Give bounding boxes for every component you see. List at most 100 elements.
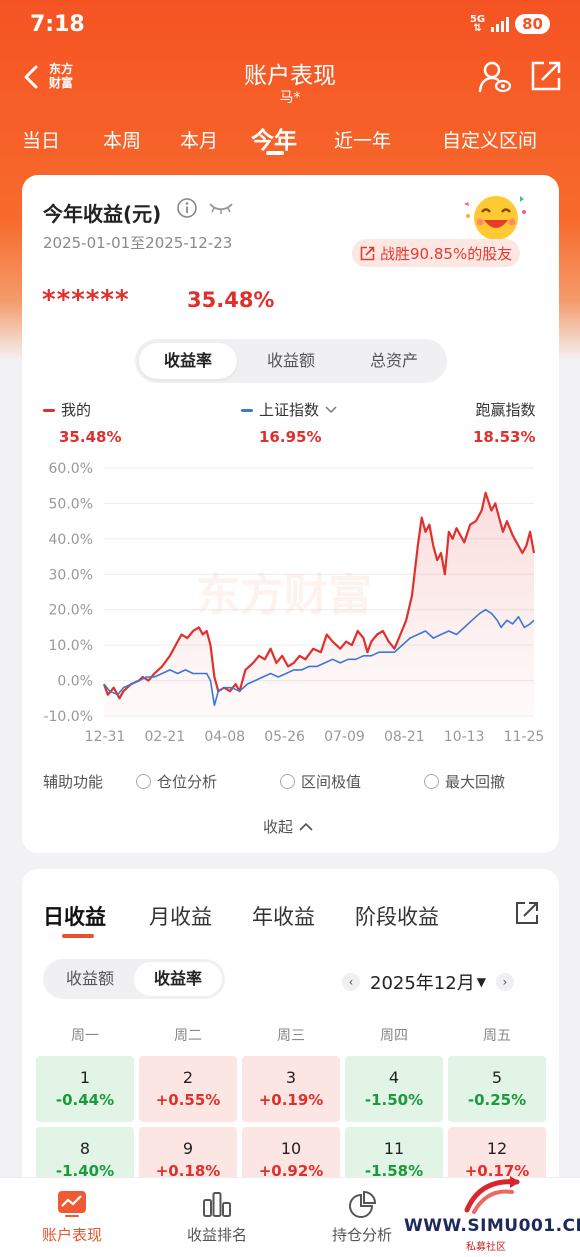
watermark-subtext: 私募社区 xyxy=(466,1242,506,1253)
period-tabs: 当日 本周 本月 今年 近一年 自定义区间 xyxy=(0,118,580,162)
signal-icon xyxy=(491,16,510,32)
day-return-value: +0.19% xyxy=(258,1091,324,1109)
beat-peers-text: 战胜90.85%的股友 xyxy=(380,244,513,263)
calendar-day-cell[interactable]: 1 -0.44% xyxy=(36,1056,134,1122)
tab-monthly-return[interactable]: 月收益 xyxy=(149,905,212,929)
x-tick-label: 07-09 xyxy=(324,729,365,745)
returns-tab-indicator xyxy=(62,934,94,938)
day-number: 11 xyxy=(383,1139,405,1158)
legend-mine-value: 35.48% xyxy=(59,428,122,446)
x-tick-label: 08-21 xyxy=(384,729,425,745)
share-icon[interactable] xyxy=(530,60,562,92)
option-range-extremes[interactable]: 区间极值 xyxy=(280,771,361,792)
nav-holdings-analysis[interactable]: 持仓分析 xyxy=(307,1190,417,1245)
option-position-analysis[interactable]: 仓位分析 xyxy=(136,771,217,792)
x-tick-label: 05-26 xyxy=(264,729,305,745)
calendar-day-cell[interactable]: 5 -0.25% xyxy=(448,1056,546,1122)
legend-outperform-value: 18.53% xyxy=(473,428,536,446)
weekday-wed: 周三 xyxy=(277,1028,305,1044)
status-icons: 5G ⇅ 80 xyxy=(470,14,550,34)
beat-peers-badge[interactable]: 战胜90.85%的股友 xyxy=(352,239,521,267)
x-tick-label: 02-21 xyxy=(145,729,186,745)
external-link-icon xyxy=(360,246,375,260)
y-tick-label: 10.0% xyxy=(49,638,93,654)
day-number: 1 xyxy=(79,1068,91,1087)
radio-icon xyxy=(136,774,151,789)
legend-index-label: 上证指数 xyxy=(259,401,320,419)
x-tick-label: 11-25 xyxy=(504,729,545,745)
legend-outperform-label: 跑赢指数 xyxy=(475,401,536,419)
tab-today[interactable]: 当日 xyxy=(22,130,61,152)
current-month[interactable]: 2025年12月 xyxy=(370,973,475,994)
option-max-drawdown[interactable]: 最大回撤 xyxy=(424,771,505,792)
day-return-value: -1.58% xyxy=(364,1162,424,1180)
x-tick-label: 04-08 xyxy=(204,729,245,745)
returns-metric-toggle: 收益额 收益率 xyxy=(43,959,225,999)
back-arrow-icon[interactable] xyxy=(18,62,48,92)
toggle-return-rate[interactable]: 收益率 xyxy=(139,343,237,379)
tab-this-month[interactable]: 本月 xyxy=(180,130,219,152)
share-icon[interactable] xyxy=(514,900,540,926)
y-tick-label: 20.0% xyxy=(49,603,93,619)
toggle-amount[interactable]: 收益额 xyxy=(65,969,114,988)
radio-icon xyxy=(280,774,295,789)
next-month-icon[interactable]: › xyxy=(495,973,514,991)
dropdown-caret-icon[interactable]: ▼ xyxy=(476,975,486,989)
chart-series xyxy=(102,491,536,716)
nav-return-ranking[interactable]: 收益排名 xyxy=(162,1190,272,1245)
page-title: 账户表现 xyxy=(244,63,336,89)
legend-index-swatch xyxy=(241,409,253,412)
y-tick-label: 40.0% xyxy=(49,532,93,548)
pie-chart-icon xyxy=(349,1190,377,1218)
y-tick-label: -10.0% xyxy=(43,709,93,725)
user-view-icon[interactable] xyxy=(478,60,512,94)
hide-amount-icon[interactable] xyxy=(208,199,234,217)
tab-this-year[interactable]: 今年 xyxy=(251,128,297,154)
legend-mine-swatch xyxy=(43,409,55,412)
metric-toggle: 收益率 收益额 总资产 xyxy=(135,339,447,383)
status-time: 7:18 xyxy=(30,12,85,37)
year-return-card: 今年收益(元) 2025-01-01至2025-12-23 战胜90.85%的股… xyxy=(22,175,559,853)
tab-stage-return[interactable]: 阶段收益 xyxy=(355,905,439,929)
tab-yearly-return[interactable]: 年收益 xyxy=(252,905,315,929)
weekday-tue: 周二 xyxy=(174,1028,202,1044)
day-number: 12 xyxy=(486,1139,508,1158)
y-tick-label: 30.0% xyxy=(49,567,93,583)
x-tick-label: 12-31 xyxy=(85,729,126,745)
chart-watermark: 东方财富 xyxy=(196,570,372,621)
tab-this-week[interactable]: 本周 xyxy=(103,130,142,152)
day-return-value: -0.25% xyxy=(467,1091,527,1109)
chevron-down-icon xyxy=(325,406,337,414)
toggle-return-amount[interactable]: 收益额 xyxy=(266,351,315,370)
day-return-value: +0.55% xyxy=(155,1091,221,1109)
day-number: 2 xyxy=(182,1068,194,1087)
legend-mine-label: 我的 xyxy=(61,401,92,419)
aux-functions: 辅助功能 仓位分析 区间极值 最大回撤 xyxy=(43,771,543,792)
prev-month-icon[interactable]: ‹ xyxy=(342,973,360,991)
year-return-pct: 35.48% xyxy=(187,288,275,312)
calendar-day-cell[interactable]: 4 -1.50% xyxy=(345,1056,443,1122)
app-logo: 东方财富 xyxy=(49,62,74,90)
day-return-value: -1.50% xyxy=(364,1091,424,1109)
nav-account-performance[interactable]: 账户表现 xyxy=(17,1190,127,1245)
collapse-button[interactable]: 收起 xyxy=(263,816,314,837)
tab-last-year[interactable]: 近一年 xyxy=(334,130,392,152)
tab-daily-return[interactable]: 日收益 xyxy=(43,905,106,929)
calendar-day-cell[interactable]: 3 +0.19% xyxy=(242,1056,340,1122)
legend-index[interactable]: 上证指数 16.95% xyxy=(241,399,338,446)
calendar-day-cell[interactable]: 2 +0.55% xyxy=(139,1056,237,1122)
watermark-text: WWW.SIMU001.CN xyxy=(404,1216,580,1236)
info-icon[interactable] xyxy=(176,197,198,219)
active-tab-indicator xyxy=(266,151,284,155)
toggle-rate[interactable]: 收益率 xyxy=(134,962,222,996)
chart-y-axis: 60.0% 50.0% 40.0% 30.0% 20.0% 10.0% 0.0% -10.0% xyxy=(43,461,93,725)
watermark-logo-icon xyxy=(464,1176,520,1214)
x-tick-label: 10-13 xyxy=(444,729,485,745)
chevron-up-icon xyxy=(299,822,313,831)
y-tick-label: 60.0% xyxy=(49,461,93,477)
return-chart[interactable]: 60.0% 50.0% 40.0% 30.0% 20.0% 10.0% 0.0% -10.0%… xyxy=(22,450,559,750)
battery-icon: 80 xyxy=(515,14,550,34)
tab-custom-range[interactable]: 自定义区间 xyxy=(442,130,538,152)
aux-label: 辅助功能 xyxy=(43,773,104,791)
toggle-total-assets[interactable]: 总资产 xyxy=(369,351,418,370)
